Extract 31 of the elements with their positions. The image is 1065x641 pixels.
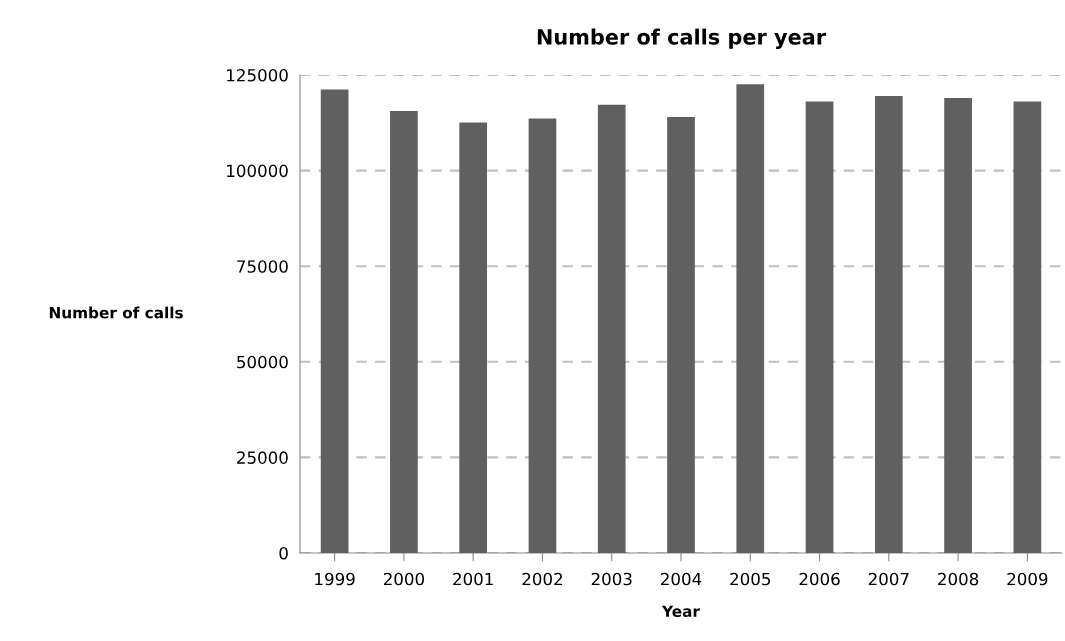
bar: [805, 101, 834, 553]
x-tick-label: 2002: [522, 572, 562, 586]
bar: [874, 96, 903, 553]
x-tick-label: 2001: [453, 572, 493, 586]
bar: [390, 110, 418, 553]
bar: [597, 104, 626, 553]
y-tick-label: 75000: [237, 260, 288, 273]
x-tick-label: 2007: [868, 572, 909, 586]
bar: [944, 97, 972, 553]
y-tick-label: 50000: [237, 355, 288, 369]
bar: [667, 117, 695, 553]
x-tick-label: 2008: [938, 572, 979, 586]
x-tick-label: 2009: [1007, 572, 1048, 586]
x-axis-title: Year: [661, 605, 700, 618]
y-tick-label: 0: [279, 546, 288, 560]
bar: [528, 118, 557, 553]
y-tick-label: 100000: [227, 164, 288, 178]
x-tick-label: 1999: [315, 572, 355, 586]
x-tick-label: 2000: [383, 572, 425, 586]
y-axis-title: Number of calls: [49, 306, 183, 319]
x-tick-label: 2005: [730, 572, 771, 586]
bar: [736, 84, 765, 553]
x-tick-label: 2003: [591, 572, 632, 586]
chart-title: Number of calls per year: [537, 28, 827, 49]
y-tick-label: 125000: [227, 68, 288, 82]
y-tick-label: 25000: [237, 451, 288, 464]
bar: [459, 122, 488, 553]
x-tick-label: 2006: [799, 572, 840, 586]
x-tick-label: 2004: [661, 572, 702, 586]
bar: [1013, 101, 1042, 553]
bar: [320, 89, 349, 553]
